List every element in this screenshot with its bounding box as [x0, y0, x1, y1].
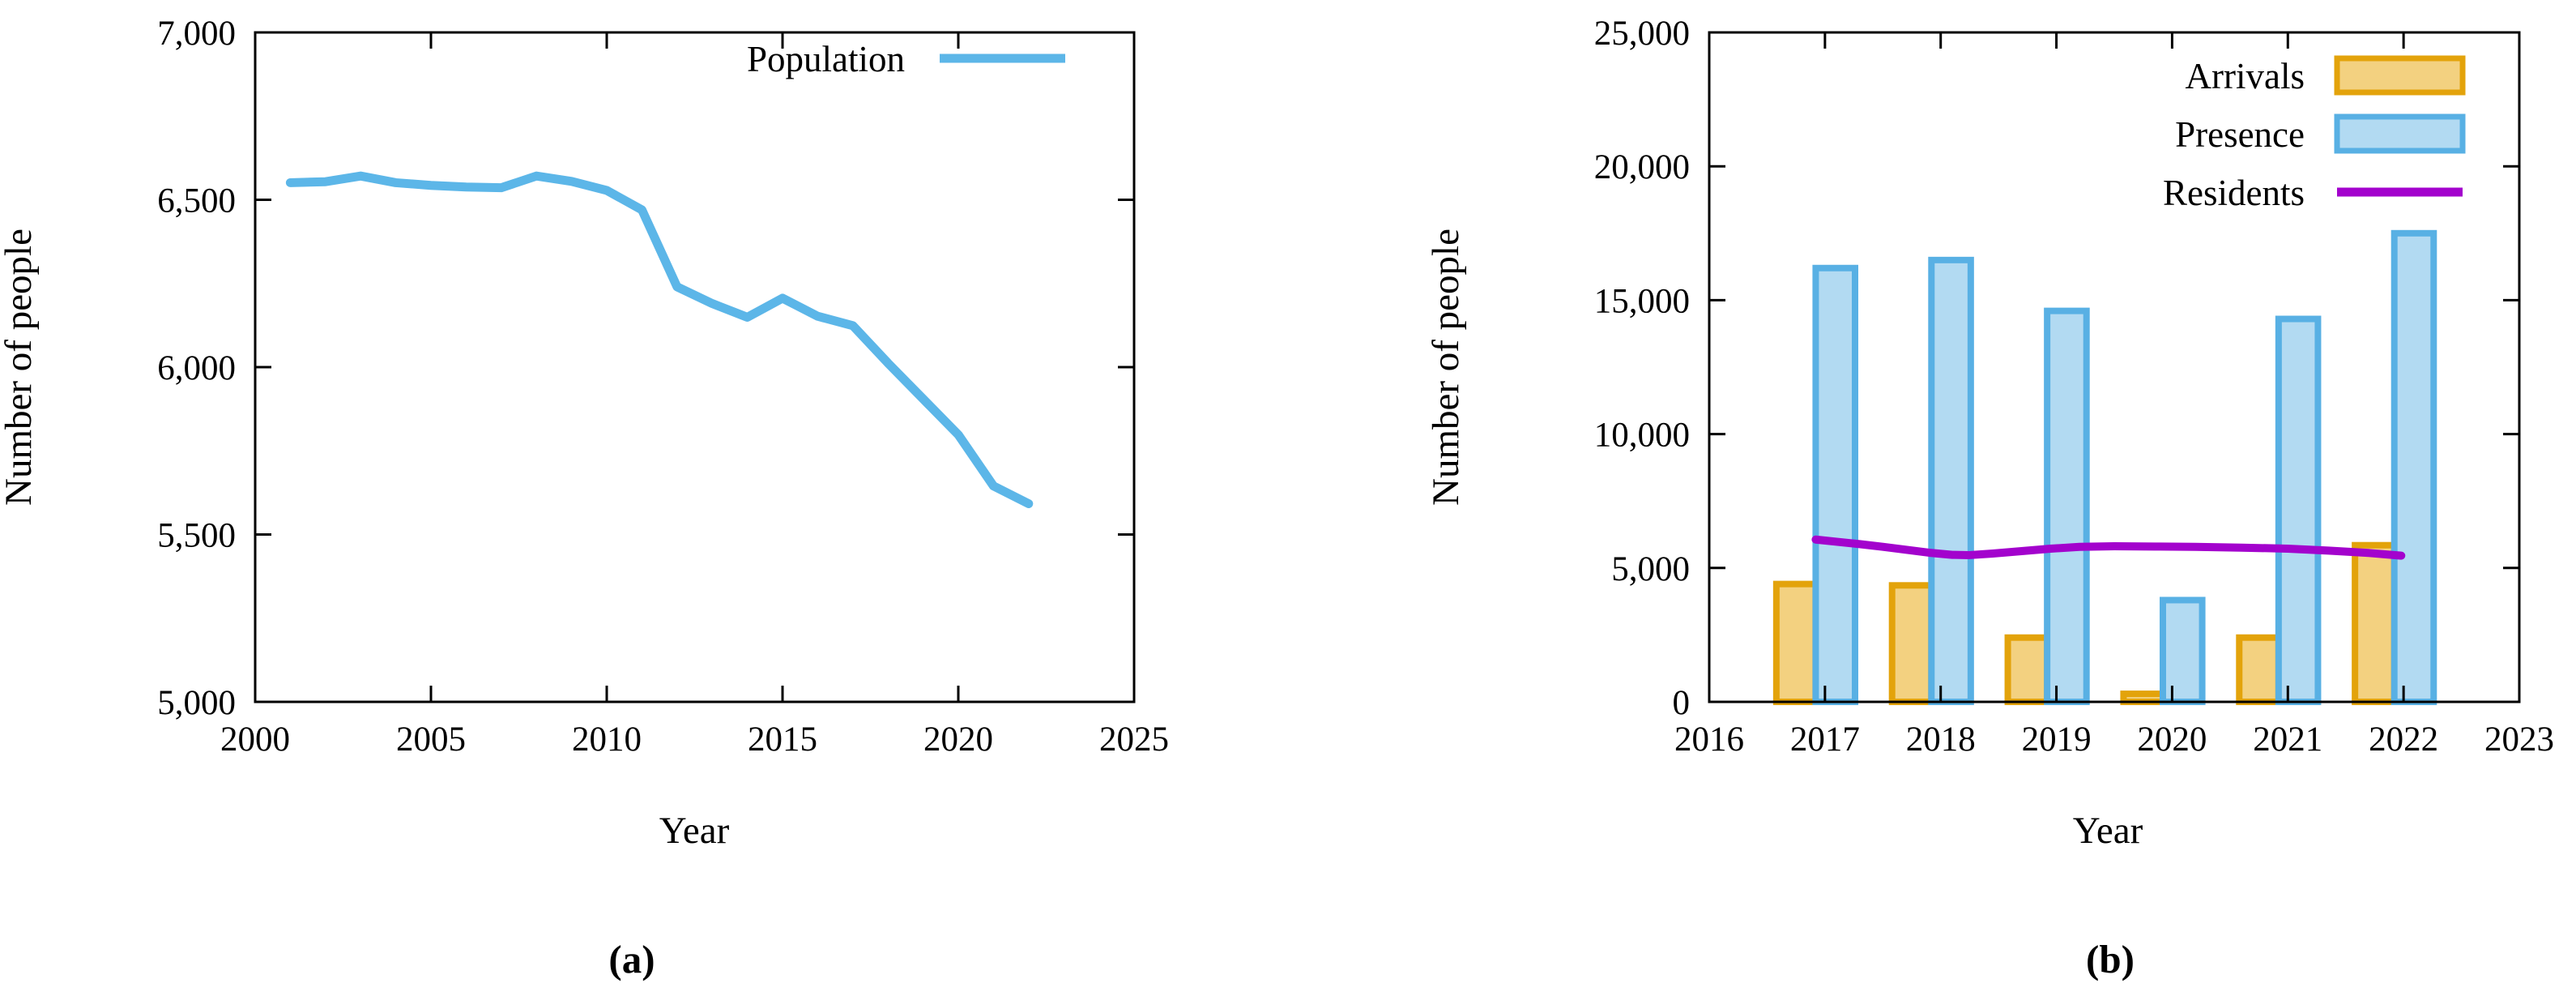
x-tick-label: 2015	[748, 720, 817, 759]
x-tick-label: 2018	[1906, 720, 1976, 759]
x-tick-label: 2020	[923, 720, 993, 759]
x-tick-label: 2016	[1674, 720, 1744, 759]
x-axis-label-a: Year	[659, 810, 730, 852]
x-tick-label: 2023	[2484, 720, 2554, 759]
panel-b-arrivals-presence-chart: 2016 2017 2018 2019 2020 2021 2022 2023 0 5,000 10…	[1425, 15, 2554, 981]
arrivals-bar	[1772, 580, 1819, 706]
y-tick-label: 25,000	[1594, 15, 1690, 53]
x-tick-label: 2021	[2253, 720, 2322, 759]
legend-label-residents: Residents	[2163, 173, 2305, 213]
y-tick-label: 7,000	[157, 15, 236, 53]
y-tick-label: 0	[1673, 684, 1691, 722]
y-axis-label-b: Number of people	[1425, 229, 1467, 506]
arrivals-bar	[2004, 634, 2051, 705]
arrivals-bar	[2236, 634, 2282, 705]
panel-caption-b: (b)	[2086, 937, 2135, 981]
legend-label-arrivals: Arrivals	[2186, 56, 2305, 96]
x-tick-label: 2022	[2369, 720, 2438, 759]
legend-swatch-presence	[2334, 113, 2466, 154]
residents-line	[1811, 535, 2406, 560]
x-tick-label: 2005	[396, 720, 466, 759]
panel-a-population-chart: 2000 2005 2010 2015 2020 2025 5,000 5,500 6,000 6…	[0, 15, 1169, 981]
plot-border	[1708, 31, 2521, 703]
presence-bar	[2390, 229, 2437, 705]
x-tick-label: 2017	[1790, 720, 1860, 759]
arrivals-bar	[2352, 541, 2398, 705]
y-tick-label: 10,000	[1594, 417, 1690, 455]
population-line	[285, 171, 1034, 509]
y-tick-label: 5,000	[1611, 550, 1690, 588]
x-tick-label: 2025	[1099, 720, 1169, 759]
presence-bar	[2044, 307, 2090, 705]
y-tick-label: 6,000	[157, 349, 236, 387]
y-tick-label: 5,500	[157, 517, 236, 555]
presence-bar	[2160, 596, 2206, 705]
legend-swatch-arrivals	[2334, 55, 2466, 96]
legend-label-presence: Presence	[2175, 114, 2305, 155]
presence-bar	[2275, 315, 2322, 705]
panel-caption-a: (a)	[608, 937, 655, 981]
x-tick-label: 2010	[572, 720, 642, 759]
x-tick-label: 2020	[2137, 720, 2207, 759]
x-tick-label: 2019	[2022, 720, 2092, 759]
plot-border	[254, 31, 1136, 703]
presence-bar	[1928, 256, 1974, 705]
y-tick-label: 20,000	[1594, 148, 1690, 186]
plot-area-a: 2000 2005 2010 2015 2020 2025 5,000 5,500 6,000 6…	[157, 15, 1169, 759]
x-axis-label-b: Year	[2073, 810, 2143, 852]
y-axis-label-a: Number of people	[0, 229, 40, 506]
legend-label-population: Population	[747, 39, 905, 79]
x-tick-label: 2000	[220, 720, 290, 759]
plot-area-b: 2016 2017 2018 2019 2020 2021 2022 2023 0 5,000 10…	[1594, 15, 2554, 759]
y-tick-label: 5,000	[157, 684, 236, 722]
presence-bar	[1812, 264, 1859, 705]
y-tick-label: 15,000	[1594, 282, 1690, 320]
arrivals-bar	[1888, 582, 1935, 705]
y-tick-label: 6,500	[157, 182, 236, 220]
